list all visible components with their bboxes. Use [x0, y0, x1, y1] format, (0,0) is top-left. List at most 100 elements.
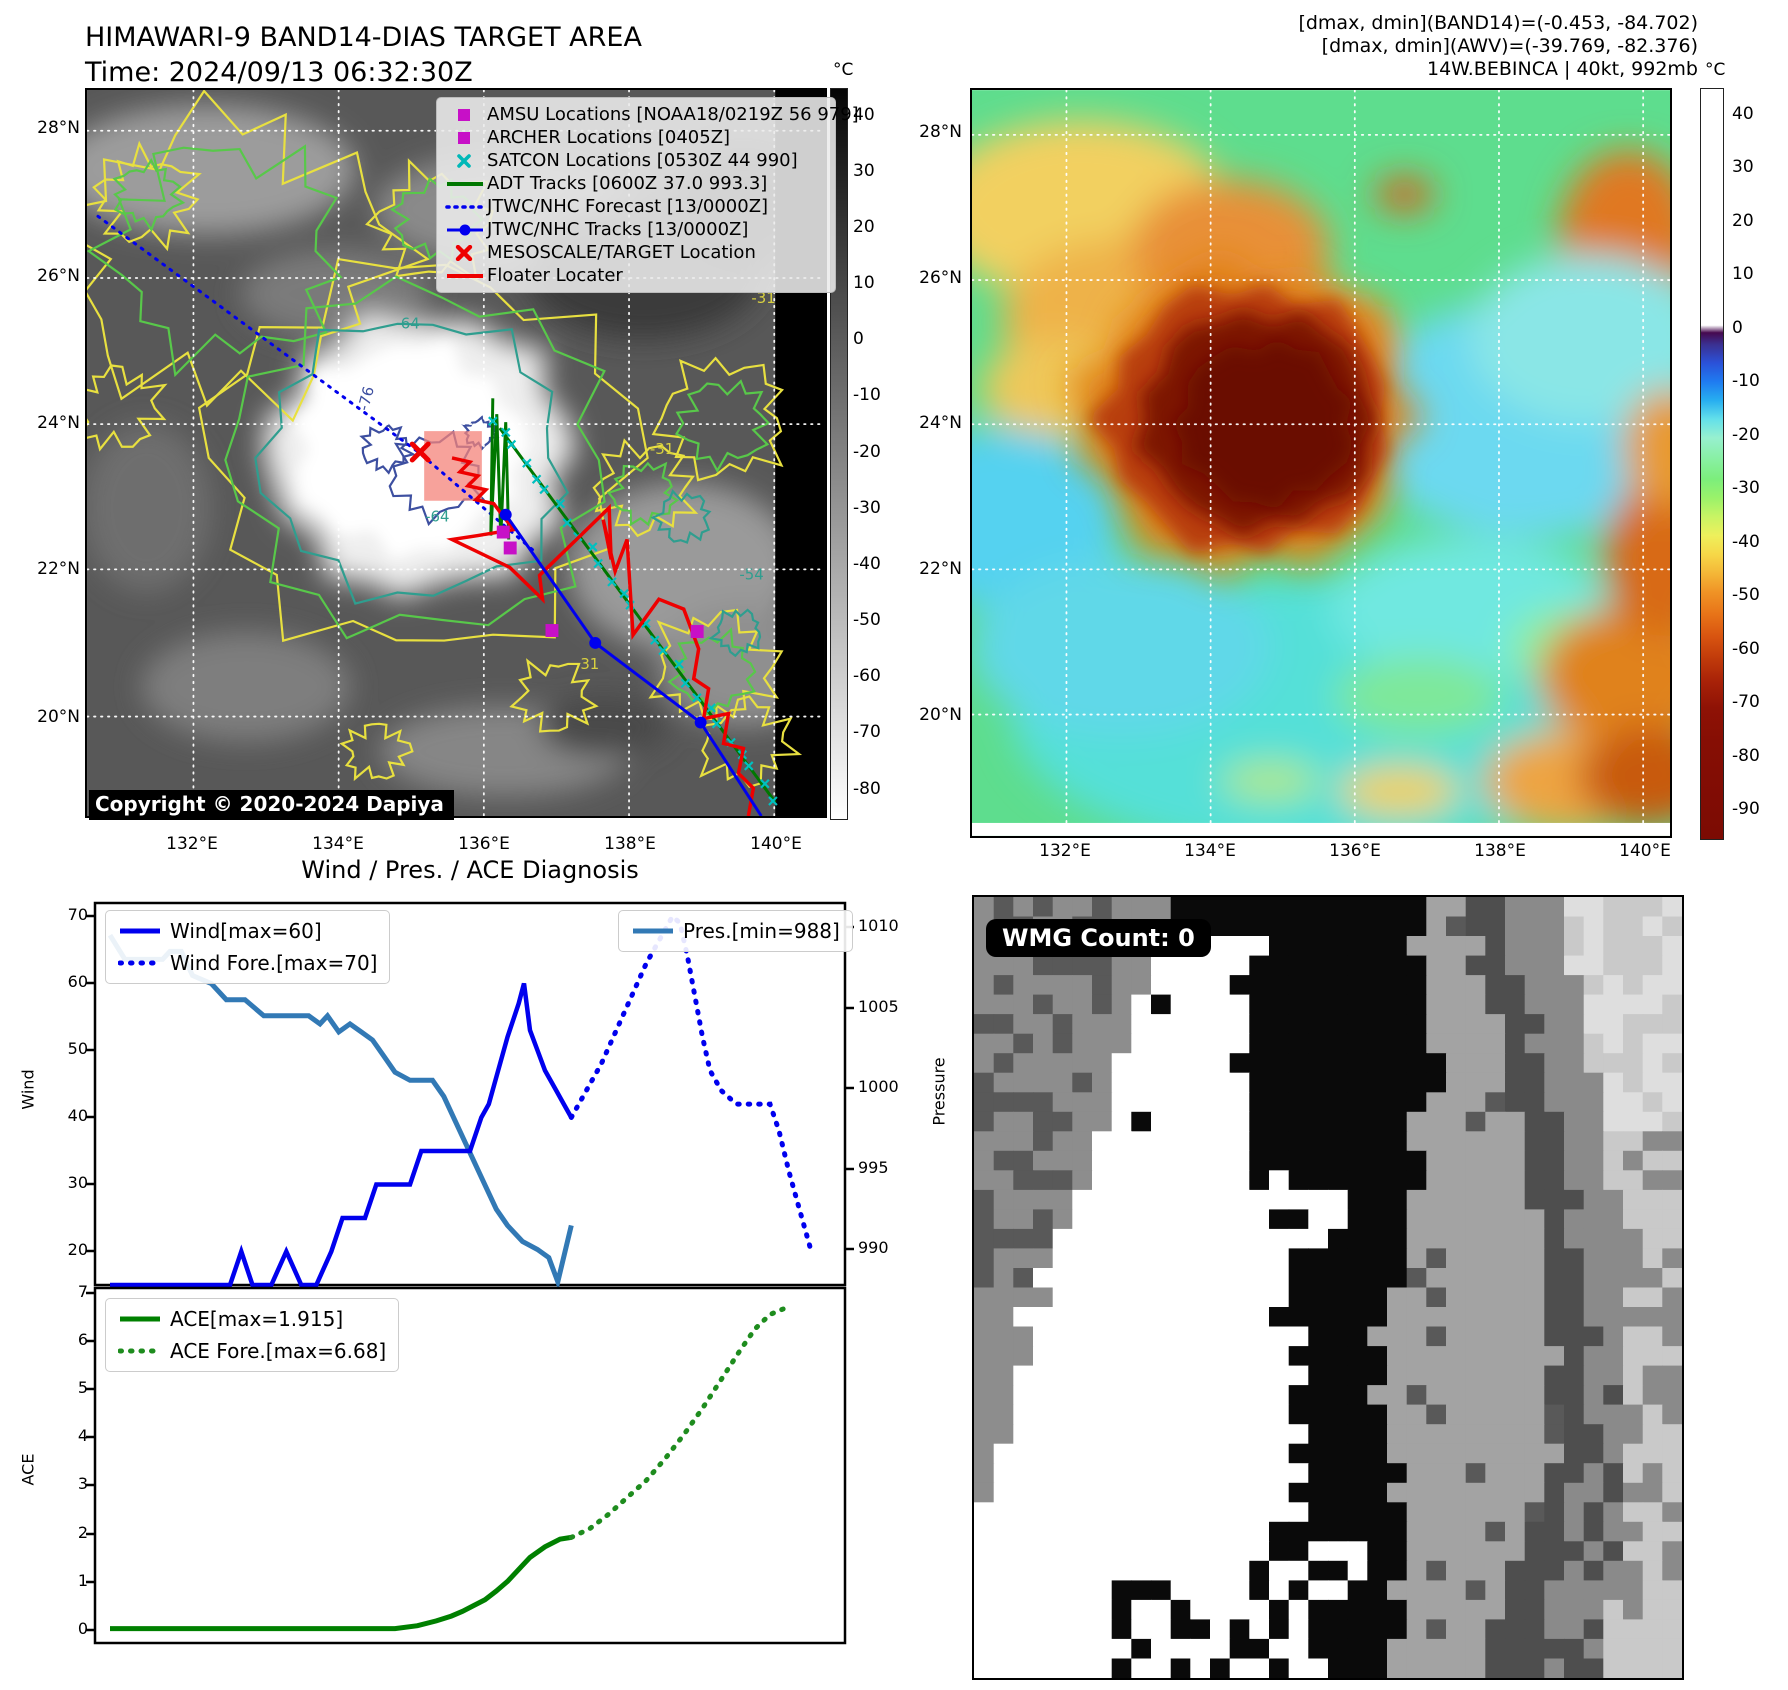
amsu-archer-markers [496, 525, 704, 638]
tick-label: 0 [1732, 318, 1743, 338]
tick-label: 132°E [166, 834, 218, 854]
satcon-x-icon [443, 153, 487, 169]
floater-line-icon [443, 268, 487, 284]
storm-info-block: [dmax, dmin](BAND14)=(-0.453, -84.702) [… [998, 12, 1698, 80]
legend-item-wind-forecast: Wind Fore.[max=70] [118, 947, 377, 979]
tick-label: -70 [1732, 692, 1760, 712]
ace-axis-label: ACE [18, 1453, 38, 1486]
tick-label: 30 [1732, 157, 1754, 177]
tick-label: 138°E [1474, 841, 1526, 861]
svg-text:-54: -54 [739, 565, 763, 583]
tick-label: 5 [77, 1378, 88, 1397]
tick-label: 4 [77, 1426, 88, 1445]
target-area-box [424, 431, 482, 501]
tick-label: 3 [77, 1474, 88, 1493]
tick-label: 7 [77, 1282, 88, 1301]
tick-label: -90 [1732, 799, 1760, 819]
floater-track [446, 456, 756, 816]
tick-label: 1005 [858, 997, 899, 1016]
tick-label: -30 [853, 498, 881, 518]
tick-label: 140°E [750, 834, 802, 854]
band14-map-panel: -64 -76 -64 -54 -31 -31 31 [85, 88, 859, 820]
svg-text:-64: -64 [425, 508, 449, 526]
jtwc-track-points [499, 508, 707, 729]
tick-label: 6 [77, 1330, 88, 1349]
storm-coldest [1171, 338, 1355, 511]
awv-bottom-gap [972, 822, 1670, 836]
dmax-dmin-awv: [dmax, dmin](AWV)=(-39.769, -82.376) [1321, 34, 1698, 57]
dmax-dmin-band14: [dmax, dmin](BAND14)=(-0.453, -84.702) [1298, 12, 1698, 34]
legend-item-ace-forecast: ACE Fore.[max=6.68] [118, 1335, 386, 1367]
awv-background-texture [972, 119, 1670, 836]
wmg-count-badge: WMG Count: 0 [986, 919, 1211, 957]
ace-series [110, 1534, 572, 1632]
tick-label: 1010 [858, 916, 899, 935]
tick-label: 1000 [858, 1077, 899, 1096]
tick-label: 50 [67, 1039, 88, 1058]
legend-item-archer: ARCHER Locations [0405Z] [443, 126, 829, 149]
track-line-dot-icon [443, 222, 487, 238]
legend-item-satcon: SATCON Locations [0530Z 44 990] [443, 149, 829, 172]
legend-item-mesoscale: MESOSCALE/TARGET Location [443, 241, 829, 264]
tick-label: 136°E [458, 834, 510, 854]
awv-graticule [972, 90, 1670, 824]
legend-item-wind: Wind[max=60] [118, 915, 377, 947]
storm-id-intensity: 14W.BEBINCA | 40kt, 992mb [1426, 57, 1698, 80]
tick-label: 138°E [604, 834, 656, 854]
tick-label: 1 [77, 1571, 88, 1590]
svg-text:-31: -31 [751, 289, 775, 307]
band14-time: Time: 2024/09/13 06:32:30Z [85, 57, 473, 89]
tick-label: -50 [1732, 585, 1760, 605]
awv-map-panel [970, 88, 1672, 838]
tick-label: 60 [67, 972, 88, 991]
tick-label: -70 [853, 722, 881, 742]
tick-label: 26°N [919, 268, 962, 288]
legend-item-ace: ACE[max=1.915] [118, 1303, 386, 1335]
tick-label: -60 [853, 666, 881, 686]
legend-item-pressure: Pres.[min=988] [631, 915, 840, 947]
tick-label: 20 [67, 1240, 88, 1259]
mesoscale-target-marker [409, 441, 431, 463]
tick-label: 134°E [1184, 841, 1236, 861]
tick-label: 132°E [1039, 841, 1091, 861]
wind-legend: Wind[max=60] Wind Fore.[max=70] [105, 910, 391, 984]
jtwc-best-track [504, 513, 763, 816]
tick-label: 134°E [312, 834, 364, 854]
band14-colorbar-unit: °C [833, 60, 854, 80]
ace-axis-ticks [86, 1291, 95, 1632]
tick-label: -20 [1732, 425, 1760, 445]
tick-label: 24°N [919, 413, 962, 433]
wind-line-icon [118, 924, 170, 938]
legend-item-adt: ADT Tracks [0600Z 37.0 993.3] [443, 172, 829, 195]
contour-labels: -64 -76 -64 -54 -31 -31 31 [354, 289, 776, 673]
tick-label: -80 [853, 779, 881, 799]
forecast-dotted-icon [443, 199, 487, 215]
amsu-square-icon [443, 107, 487, 123]
wind-series [110, 982, 574, 1288]
tick-label: 40 [67, 1106, 88, 1125]
awv-color-image [972, 90, 1670, 836]
legend-item-jtwc-forecast: JTWC/NHC Forecast [13/0000Z] [443, 195, 829, 218]
svg-text:-76: -76 [354, 384, 378, 412]
tick-label: 995 [858, 1158, 889, 1177]
wmg-mosaic-image [974, 897, 1682, 1678]
tick-label: 990 [858, 1238, 889, 1257]
adt-track-squiggle [489, 398, 511, 540]
tick-label: -10 [853, 385, 881, 405]
tick-label: -20 [853, 442, 881, 462]
tick-label: -60 [1732, 639, 1760, 659]
tick-label: 22°N [919, 559, 962, 579]
tick-label: -50 [853, 610, 881, 630]
tick-label: 10 [853, 273, 875, 293]
tick-label: 0 [77, 1619, 88, 1638]
panel-title-block: HIMAWARI-9 BAND14-DIAS TARGET AREA Time:… [85, 20, 642, 90]
tick-label: 22°N [37, 559, 80, 579]
ir-contours [87, 90, 803, 789]
target-x-icon [443, 244, 487, 261]
svg-text:-64: -64 [395, 315, 419, 333]
legend-item-jtwc-track: JTWC/NHC Tracks [13/0000Z] [443, 218, 829, 241]
tick-label: 28°N [919, 122, 962, 142]
tick-label: 20 [853, 217, 875, 237]
ace-legend: ACE[max=1.915] ACE Fore.[max=6.68] [105, 1298, 400, 1372]
